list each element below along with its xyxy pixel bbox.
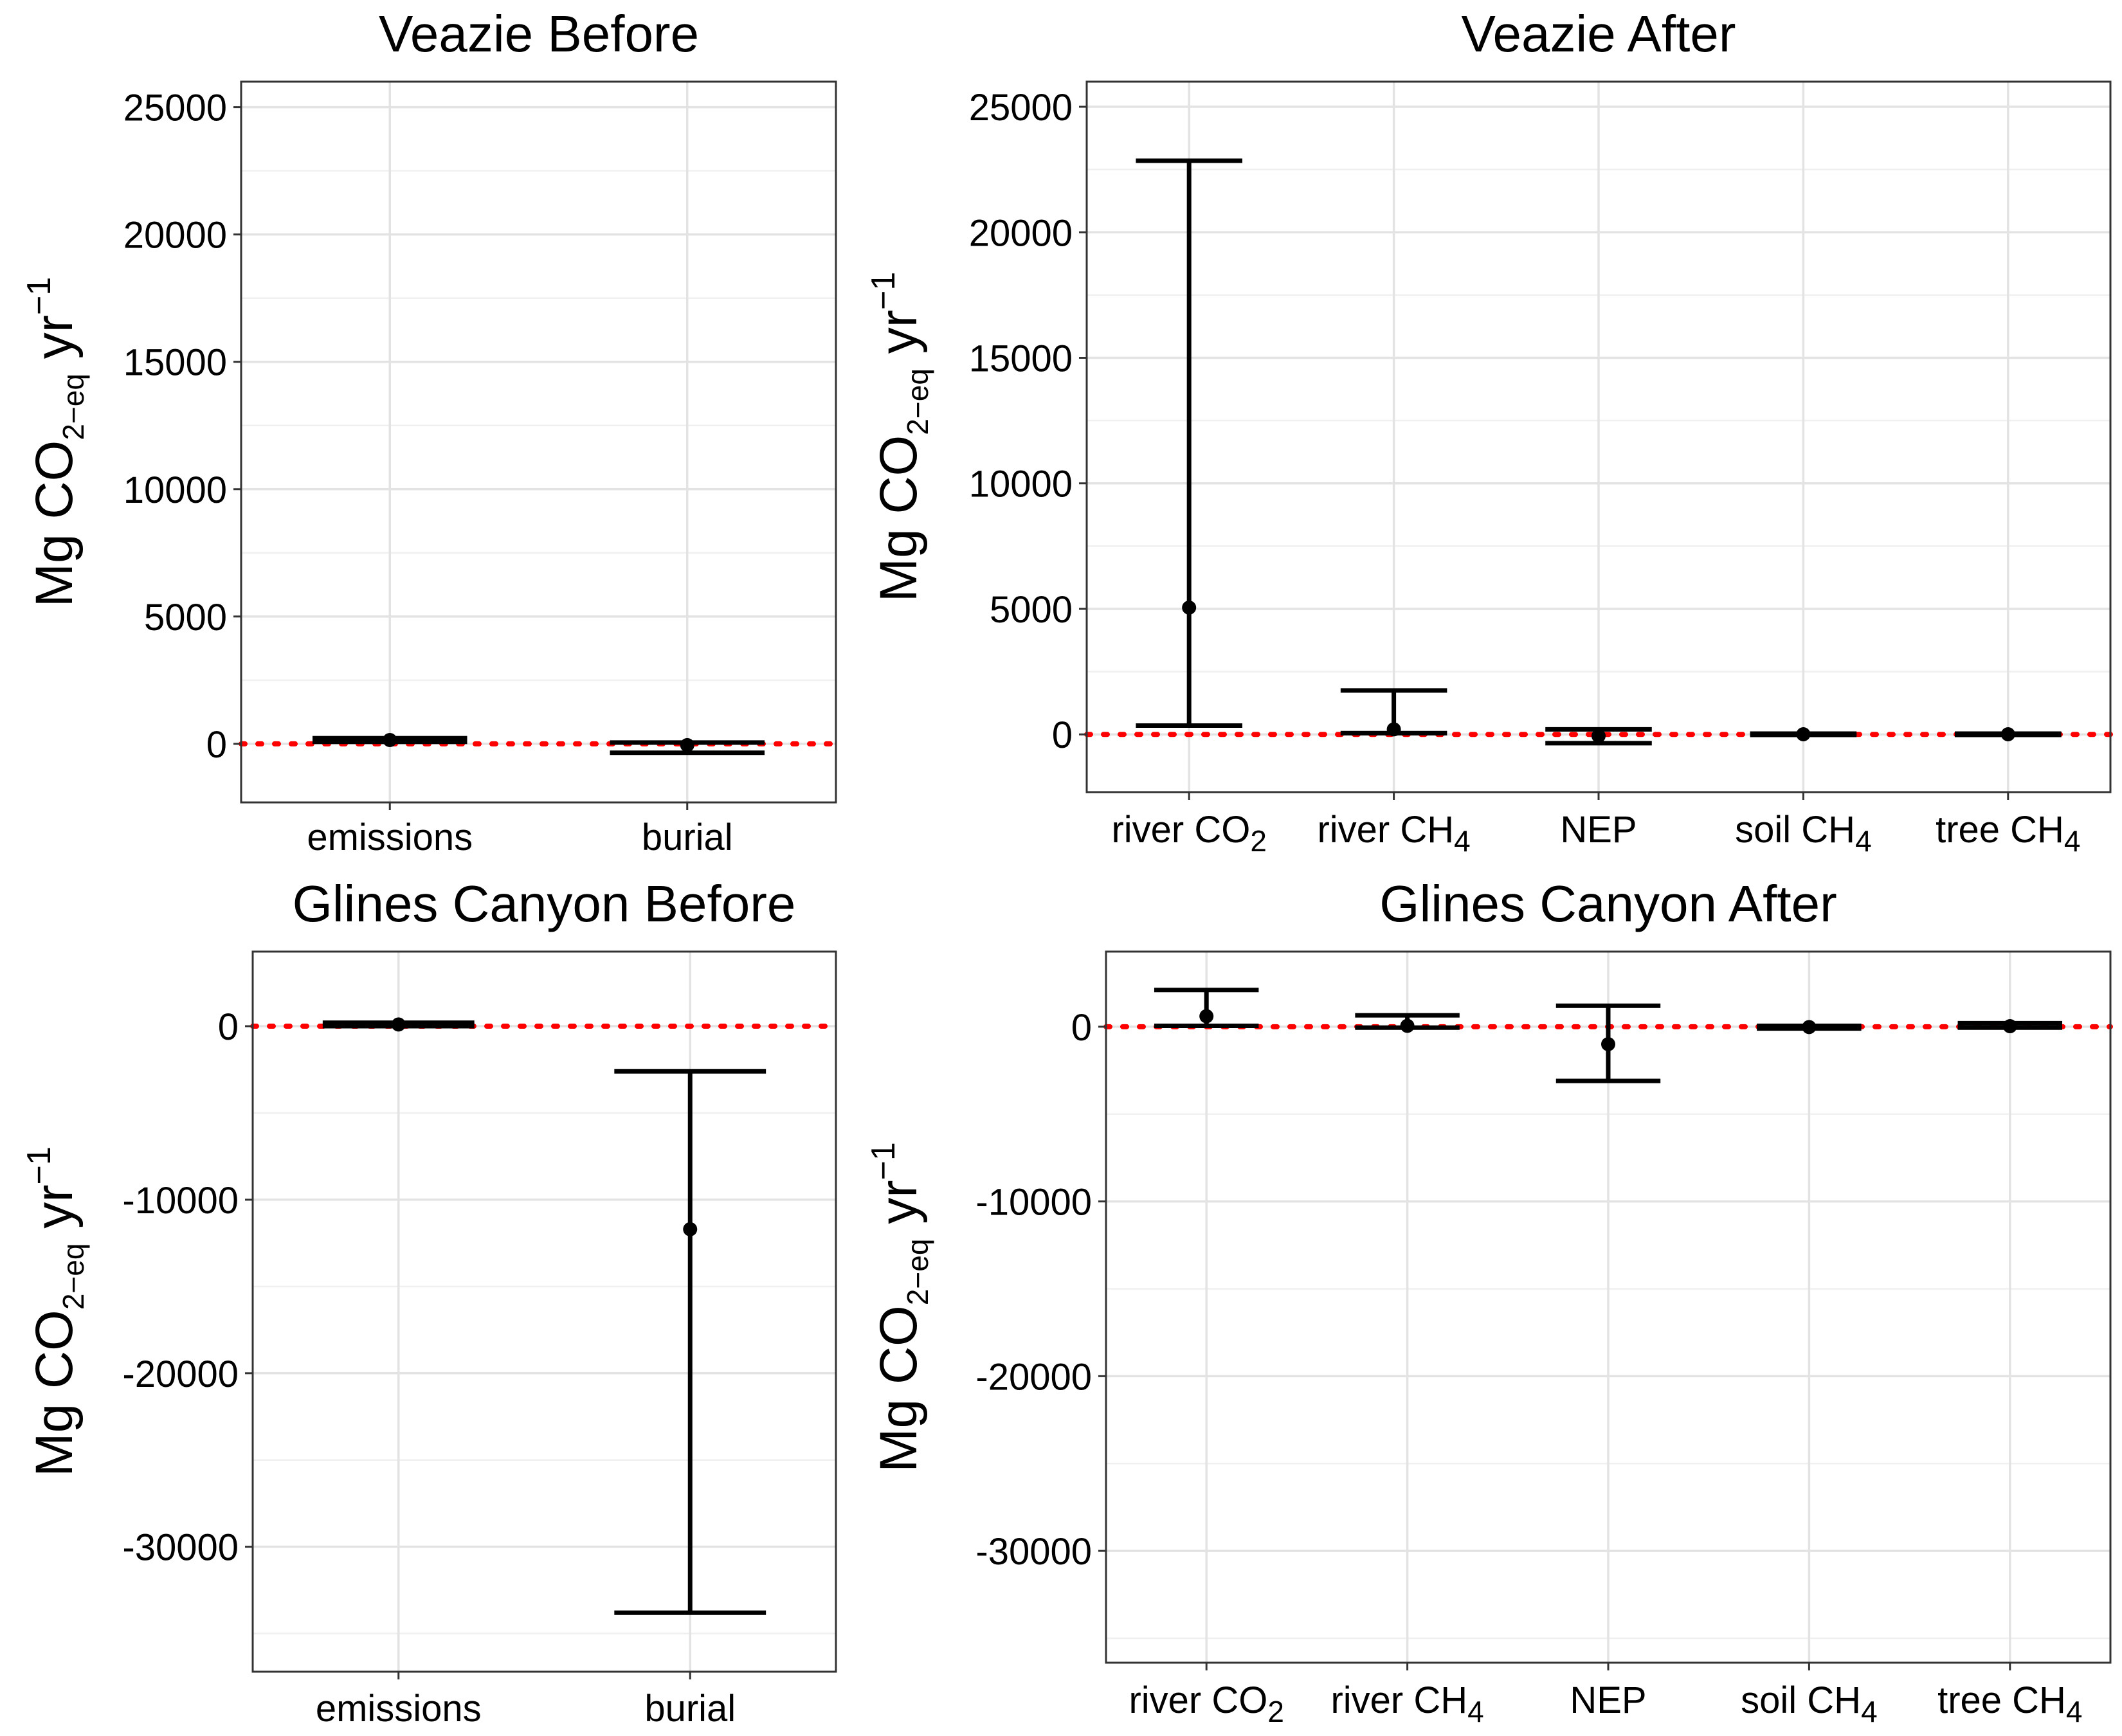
x-tick-label: burial	[644, 1688, 736, 1730]
estimate-point	[1182, 601, 1197, 615]
panel-title: Veazie After	[1462, 5, 1736, 62]
estimate-point	[2000, 727, 2015, 741]
estimate-point	[1592, 728, 1606, 743]
y-tick-label: 10000	[969, 464, 1073, 505]
y-tick-label: 25000	[969, 87, 1073, 129]
y-tick-label: 5000	[144, 597, 227, 638]
y-tick-label: 25000	[123, 87, 227, 129]
estimate-point	[680, 737, 694, 752]
x-tick-label: emissions	[316, 1688, 482, 1730]
y-tick-label: -30000	[122, 1527, 239, 1569]
plot-background	[241, 82, 836, 802]
estimate-point	[1199, 1009, 1214, 1024]
y-tick-label: -20000	[122, 1353, 239, 1395]
panel-title: Glines Canyon Before	[293, 875, 796, 932]
panel-border	[240, 80, 837, 804]
x-tick-label: NEP	[1570, 1679, 1646, 1721]
estimate-point	[2002, 1019, 2017, 1034]
estimate-point	[1400, 1018, 1415, 1033]
x-tick-label: river CO2	[1111, 809, 1266, 858]
panel-title: Glines Canyon After	[1379, 875, 1836, 932]
y-tick-label: -10000	[122, 1180, 239, 1222]
estimate-point	[1601, 1037, 1615, 1052]
y-tick-label: -20000	[975, 1356, 1092, 1398]
estimate-point	[383, 732, 397, 747]
x-tick-label: tree CH4	[1937, 1679, 2082, 1728]
y-tick-label: 10000	[123, 469, 227, 511]
y-tick-label: 5000	[990, 589, 1073, 631]
y-tick-label: 20000	[969, 212, 1073, 254]
x-tick-label: tree CH4	[1936, 809, 2080, 858]
y-tick-label: -10000	[975, 1182, 1092, 1224]
estimate-point	[1802, 1020, 1817, 1035]
x-tick-label: burial	[642, 817, 733, 858]
y-tick-label: 0	[1052, 714, 1073, 756]
x-tick-label: river CO2	[1129, 1679, 1283, 1728]
y-tick-label: 15000	[123, 342, 227, 384]
x-tick-label: soil CH4	[1735, 809, 1872, 858]
y-axis-title: Mg CO2−eq yr−1	[21, 1146, 90, 1477]
y-axis-title: Mg CO2−eq yr−1	[865, 1142, 934, 1472]
x-tick-label: NEP	[1560, 809, 1637, 851]
y-tick-label: 0	[1071, 1007, 1092, 1049]
y-tick-label: 0	[218, 1006, 239, 1048]
estimate-point	[391, 1017, 406, 1032]
panel-3: -30000 -20000 -10000 0 emissions burial Glines…	[21, 875, 839, 1730]
x-tick-label: river CH4	[1330, 1679, 1483, 1728]
x-tick-label: soil CH4	[1741, 1679, 1878, 1728]
y-tick-label: 0	[206, 724, 227, 766]
y-tick-label: 20000	[123, 215, 227, 257]
x-tick-label: river CH4	[1317, 809, 1470, 858]
panel-2: 0 5000 10000 15000 20000 25000 river CO2 river …	[865, 5, 2113, 858]
x-tick-label: emissions	[307, 817, 473, 858]
y-axis-title: Mg CO2−eq yr−1	[21, 277, 90, 608]
estimate-point	[1386, 722, 1401, 737]
panel-4: -30000 -20000 -10000 0 river CO2 river CH4 NEP…	[865, 875, 2113, 1728]
estimate-point	[683, 1222, 698, 1236]
plot-background	[253, 952, 836, 1672]
y-tick-label: 15000	[969, 338, 1073, 380]
panel-border	[251, 950, 837, 1673]
estimate-point	[1796, 727, 1811, 741]
panel-title: Veazie Before	[379, 5, 699, 62]
y-tick-label: -30000	[975, 1531, 1092, 1573]
y-axis-title: Mg CO2−eq yr−1	[865, 272, 934, 602]
panel-1: 0 5000 10000 15000 20000 25000 emissions burial…	[21, 5, 839, 858]
